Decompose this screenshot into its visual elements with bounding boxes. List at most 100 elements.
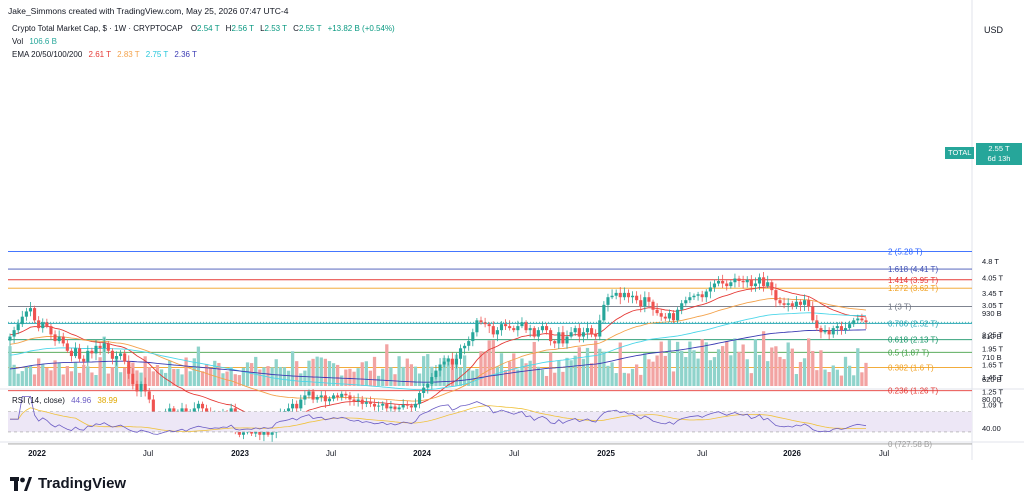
candle-body [119, 353, 123, 357]
candle-body [823, 330, 827, 333]
volume-bar [213, 360, 217, 386]
candle-body [614, 292, 618, 296]
last-price-badge: 2.55 T 6d 13h [976, 143, 1022, 165]
candle-body [794, 301, 798, 307]
candle-body [741, 280, 745, 283]
volume-bar [110, 367, 115, 386]
candle-body [749, 279, 753, 287]
candle-body [110, 350, 114, 359]
candle-body [98, 345, 102, 349]
volume-bar [835, 369, 839, 386]
volume-bar [381, 368, 385, 386]
price-axis-label-12: 710 B [982, 353, 1002, 362]
volume-bar [606, 365, 610, 386]
ema100-line [9, 312, 867, 391]
volume-bar [20, 371, 24, 386]
currency-label: USD [984, 25, 1004, 35]
candle-body [409, 405, 413, 408]
volume-legend[interactable]: Vol 106.6 B [12, 37, 57, 46]
price-axis-label-11: 810 B [982, 332, 1002, 341]
candle-body [671, 313, 676, 321]
candle-body [147, 391, 151, 400]
candle-body [139, 383, 143, 392]
volume-bar [680, 350, 684, 386]
volume-bar [168, 360, 172, 386]
ema200-line [9, 329, 867, 383]
volume-bar [118, 372, 123, 386]
candle-body [356, 399, 360, 402]
volume-bar [336, 364, 340, 386]
candle-body [524, 322, 528, 331]
volume-bar [24, 367, 29, 386]
fib-level-label-9: 0.236 (1.26 T) [888, 387, 938, 396]
candle-body [860, 318, 864, 321]
candle-body [716, 280, 721, 284]
candle-body [454, 358, 458, 365]
candle-body [544, 326, 549, 331]
volume-bar [499, 353, 504, 386]
candle-body [532, 328, 536, 337]
candle-body [426, 383, 430, 388]
ema-legend[interactable]: EMA 20/50/100/200 2.61 T 2.83 T 2.75 T 2… [12, 50, 197, 59]
price-axis-label-9: 1.09 T [982, 401, 1004, 410]
candle-body [618, 292, 622, 298]
candle-body [774, 290, 778, 301]
candle-body [655, 309, 659, 314]
volume-bar [196, 346, 201, 386]
candle-body [807, 300, 811, 307]
candle-body [508, 326, 512, 329]
candle-body [606, 297, 610, 305]
volume-bar [286, 370, 291, 386]
volume-bar [270, 367, 274, 386]
volume-bar [471, 370, 475, 386]
candle-body [315, 397, 319, 400]
volume-bar [553, 372, 557, 386]
volume-bar [16, 373, 20, 386]
tradingview-logo[interactable]: TradingView [10, 475, 126, 492]
volume-bar [299, 373, 303, 386]
rsi-legend[interactable]: RSI (14, close) 44.96 38.99 [12, 396, 117, 405]
volume-bar [86, 366, 90, 386]
candle-body [319, 395, 323, 398]
price-axis-label-10: 930 B [982, 309, 1002, 318]
volume-bar [229, 366, 233, 386]
creator-line: Jake_Simmons created with TradingView.co… [8, 6, 289, 16]
candle-body [708, 287, 712, 292]
volume-bar [241, 367, 246, 386]
candle-body [45, 322, 49, 327]
volume-bar [540, 369, 545, 386]
volume-bar [327, 361, 332, 386]
volume-bar [348, 368, 352, 386]
volume-bar [598, 348, 602, 386]
candle-body [192, 408, 196, 414]
candle-body [307, 391, 311, 396]
ema20-line [9, 286, 867, 422]
fib-level-label-6: 0.618 (2.13 T) [888, 336, 938, 345]
volume-bar [323, 358, 328, 386]
volume-bar [237, 375, 241, 386]
volume-bar [516, 369, 520, 386]
volume-bar [811, 350, 815, 386]
price-axis-label-7: 1.45 T [982, 373, 1004, 382]
time-axis-label-5: Jul [509, 449, 519, 458]
fib-level-label-0: 2 (5.28 T) [888, 248, 923, 257]
candle-body [790, 303, 794, 307]
price-axis-label-5: 1.95 T [982, 344, 1004, 353]
candle-body [491, 326, 495, 335]
candle-body [102, 343, 106, 349]
symbol-title[interactable]: Crypto Total Market Cap, $ · 1W · CRYPTO… [12, 24, 183, 33]
candle-body [622, 292, 626, 298]
volume-bar [82, 364, 86, 386]
candle-body [422, 387, 426, 394]
volume-bar [688, 341, 692, 386]
volume-bar [53, 360, 57, 386]
candle-body [762, 277, 766, 287]
volume-bar [217, 362, 221, 386]
candle-body [86, 350, 90, 362]
candle-body [852, 320, 856, 325]
candle-body [299, 399, 303, 409]
candle-body [811, 306, 815, 321]
fib-level-label-8: 0.382 (1.6 T) [888, 363, 934, 372]
volume-bar [303, 370, 307, 386]
